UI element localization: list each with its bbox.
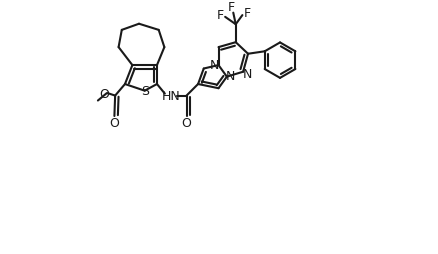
Text: HN: HN	[162, 90, 180, 103]
Text: N: N	[226, 70, 236, 83]
Text: O: O	[99, 87, 109, 100]
Text: N: N	[242, 68, 252, 81]
Text: F: F	[217, 9, 224, 22]
Text: O: O	[110, 117, 119, 130]
Text: N: N	[210, 59, 219, 72]
Text: F: F	[228, 2, 235, 14]
Text: S: S	[141, 85, 148, 98]
Text: O: O	[182, 117, 191, 130]
Text: F: F	[244, 7, 251, 20]
